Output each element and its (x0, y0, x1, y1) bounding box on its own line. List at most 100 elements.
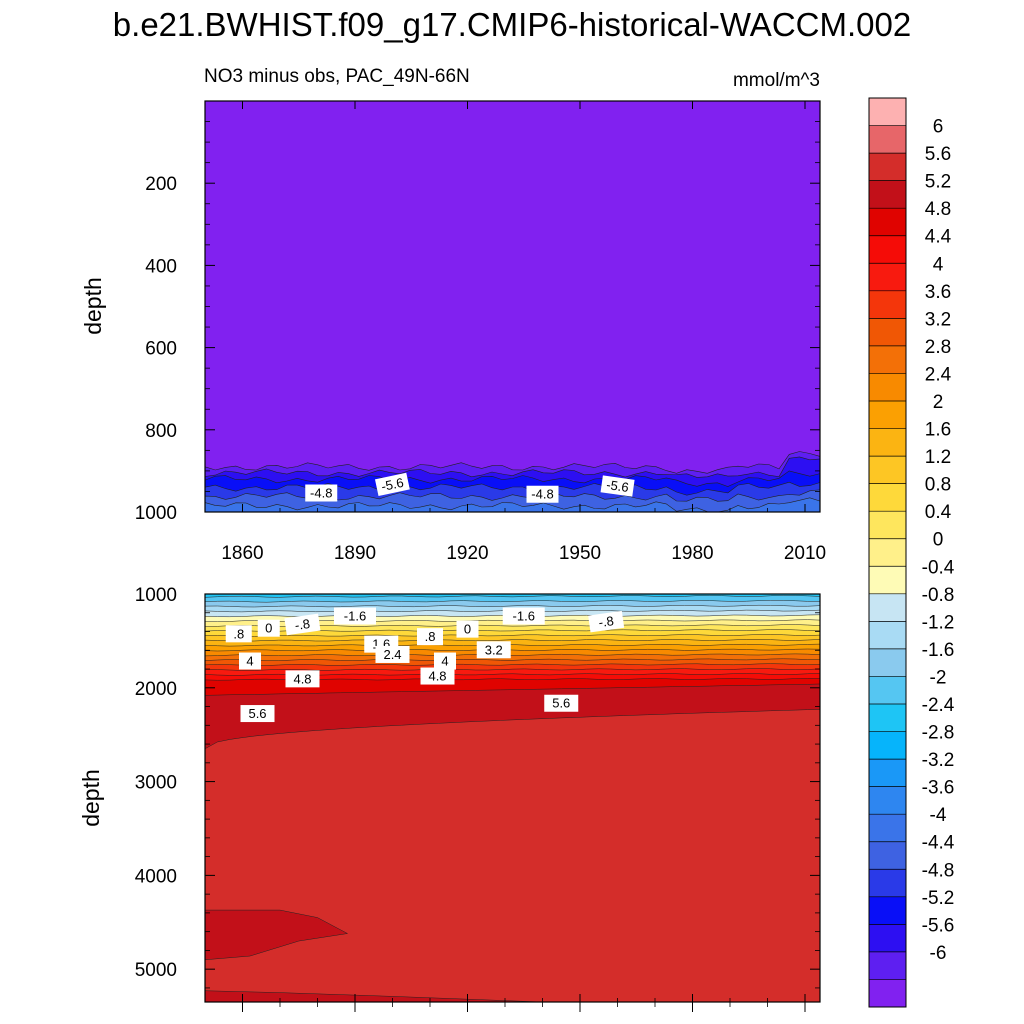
colorbar-label: -5.2 (922, 888, 955, 909)
colorbar-swatch (869, 401, 906, 429)
colorbar-swatch (869, 373, 906, 402)
top-contour-label: -5.6 (374, 472, 410, 497)
colorbar-swatch (869, 593, 906, 622)
top-y-tick-label: 400 (145, 256, 177, 277)
bottom-deep-band (204, 909, 349, 961)
colorbar-label: 2.4 (925, 364, 952, 385)
top-contour-label: -5.6 (600, 475, 635, 497)
top-contour-band (204, 497, 821, 513)
colorbar-label: 1.6 (925, 420, 951, 441)
bottom-x-ticks (242, 994, 806, 1012)
figure-title: b.e21.BWHIST.f09_g17.CMIP6-historical-WA… (113, 6, 911, 43)
bottom-contour-label: 4.8 (285, 670, 320, 688)
svg-text:4: 4 (246, 654, 253, 669)
colorbar-label: 4.4 (925, 227, 952, 248)
bottom-y-tick-label: 1000 (135, 585, 177, 606)
colorbar-label: 0 (933, 530, 944, 551)
colorbar-label: 0.8 (925, 475, 951, 496)
colorbar-label: 5.6 (925, 144, 951, 165)
top-y-tick-label: 1000 (135, 503, 177, 524)
top-x-tick-label: 1920 (446, 543, 488, 564)
colorbar-label: -6 (930, 943, 947, 964)
bottom-contour-labels: .8 0 -.8 -1.6 -1.6 -.80.81.6 3.22.4 444.8 4.85.6… (225, 607, 625, 723)
colorbar-label: 2 (933, 392, 944, 413)
top-x-tick-label: 1980 (671, 543, 713, 564)
colorbar-swatch (869, 869, 906, 898)
colorbar-swatch (869, 759, 906, 787)
colorbar-swatch (869, 566, 906, 595)
colorbar-swatch (869, 428, 906, 457)
svg-text:0: 0 (265, 621, 272, 636)
top-x-tick-label: 1860 (221, 543, 263, 564)
top-contour-bands (204, 451, 821, 513)
colorbar-swatch (869, 180, 906, 209)
colorbar-label: 1.2 (925, 447, 951, 468)
svg-text:.8: .8 (425, 629, 436, 644)
bottom-y-ticks: 1000 2000 3000 4000 5000 (135, 585, 820, 989)
bottom-y-tick-label: 3000 (135, 773, 177, 794)
top-y-tick-label: 800 (145, 421, 177, 442)
svg-text:4: 4 (441, 654, 448, 669)
svg-text:4.8: 4.8 (428, 669, 446, 684)
bottom-contour-label: 2.4 (375, 645, 410, 663)
colorbar-swatch (869, 896, 906, 925)
colorbar-label: -1.2 (922, 612, 955, 633)
bottom-contour-label: 4.8 (420, 667, 455, 685)
colorbar-label: -2 (930, 667, 947, 688)
colorbar-label: -4.8 (922, 860, 955, 881)
svg-text:.8: .8 (233, 626, 244, 641)
colorbar-label: 5.2 (925, 172, 951, 193)
colorbar-swatch (869, 456, 906, 484)
top-subtitle-left: NO3 minus obs, PAC_49N-66N (204, 66, 470, 87)
bottom-y-tick-label: 4000 (135, 866, 177, 887)
svg-text:-.8: -.8 (598, 613, 615, 630)
top-contour-labels: -4.8 -5.6 -4.8 -5.6 (305, 472, 635, 503)
svg-text:-4.8: -4.8 (310, 486, 332, 501)
bottom-contour-label: .8 (225, 625, 252, 643)
svg-text:5.6: 5.6 (248, 706, 266, 721)
svg-text:-4.8: -4.8 (531, 487, 553, 502)
svg-text:-.8: -.8 (294, 616, 311, 633)
svg-text:-1.6: -1.6 (513, 609, 535, 624)
colorbar-label: 6 (933, 117, 944, 138)
colorbar-label: -2.4 (922, 695, 955, 716)
colorbar-label: 4.8 (925, 199, 951, 220)
colorbar-swatch (869, 483, 906, 512)
colorbar-label: -3.6 (922, 778, 955, 799)
bottom-contour-label: 5.6 (544, 694, 579, 712)
colorbar-swatch (869, 345, 906, 374)
top-y-tick-label: 200 (145, 174, 177, 195)
colorbar-label: -4 (930, 805, 947, 826)
bottom-contour-label: -1.6 (502, 607, 545, 625)
colorbar-swatch (869, 814, 906, 843)
svg-text:4.8: 4.8 (293, 671, 311, 686)
top-ylabel: depth (80, 277, 106, 335)
colorbar-label: -5.6 (922, 915, 955, 936)
colorbar-swatch (869, 731, 906, 760)
top-y-ticks: 200 400 600 800 1000 (135, 121, 820, 524)
colorbar-swatch (869, 979, 906, 1008)
colorbar-label: 4 (933, 254, 944, 275)
svg-text:-5.6: -5.6 (380, 475, 405, 494)
colorbar-label: -0.8 (922, 585, 955, 606)
colorbar-swatch (869, 538, 906, 567)
top-x-tick-label: 2010 (784, 543, 826, 564)
colorbar-swatch (869, 98, 906, 126)
colorbar-label: 2.8 (925, 337, 951, 358)
colorbar-swatch (869, 208, 906, 237)
svg-text:0: 0 (464, 622, 471, 637)
top-x-tick-label: 1950 (559, 543, 601, 564)
colorbar-swatch (869, 704, 906, 732)
bottom-y-tick-label: 5000 (135, 960, 177, 981)
bottom-contour-label: -.8 (284, 613, 321, 636)
colorbar-swatch (869, 621, 906, 650)
bottom-plot-frame (204, 593, 821, 1003)
colorbar-label: 0.4 (925, 502, 952, 523)
svg-text:3.2: 3.2 (485, 642, 503, 657)
colorbar-swatch (869, 951, 906, 980)
colorbar-swatch (869, 924, 906, 953)
bottom-ylabel: depth (78, 769, 104, 827)
colorbar-label: -0.4 (922, 557, 955, 578)
colorbar-swatch (869, 290, 906, 319)
